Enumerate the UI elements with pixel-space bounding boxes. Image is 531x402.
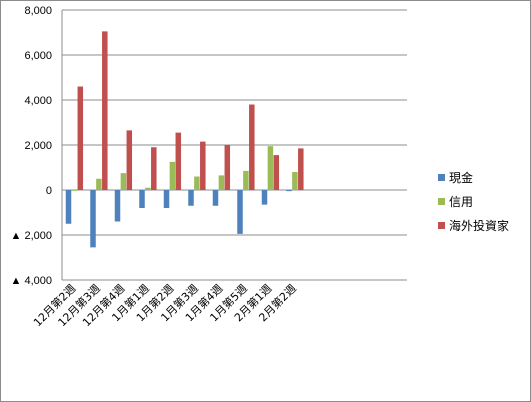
bar xyxy=(267,146,274,190)
legend-swatch xyxy=(438,198,445,205)
bar xyxy=(102,31,108,190)
bar xyxy=(212,190,219,206)
bar xyxy=(249,104,255,190)
y-tick-label: 2,000 xyxy=(24,140,52,152)
bar xyxy=(77,86,84,190)
bar xyxy=(292,172,298,190)
bar xyxy=(65,190,72,224)
y-tick-label: 6,000 xyxy=(24,50,52,62)
bar xyxy=(169,161,176,190)
bars xyxy=(65,31,304,248)
bar xyxy=(273,155,280,190)
y-axis-tick-labels: 8,000 6,000 4,000 2,000 0 ▲ 2,000 ▲ 4,000 xyxy=(11,5,52,287)
legend-label: 信用 xyxy=(449,195,473,209)
y-tick-label: 4,000 xyxy=(24,95,52,107)
gridlines xyxy=(61,9,407,281)
bar xyxy=(163,190,170,208)
bar xyxy=(243,170,249,190)
bar xyxy=(286,190,292,192)
bar xyxy=(120,173,127,190)
legend-swatch xyxy=(438,174,445,181)
bar xyxy=(261,190,268,205)
bar xyxy=(194,176,200,190)
bar xyxy=(175,132,182,190)
y-tick-label: 0 xyxy=(46,185,52,197)
bar xyxy=(139,190,145,208)
bar xyxy=(237,190,243,234)
bar xyxy=(96,178,102,190)
bar xyxy=(145,187,151,190)
bar xyxy=(151,147,157,190)
bar xyxy=(200,141,206,190)
bar xyxy=(188,190,194,206)
y-tick-label: ▲ 4,000 xyxy=(11,275,52,287)
legend-swatch xyxy=(438,222,445,229)
y-tick-label: 8,000 xyxy=(24,5,52,17)
bar xyxy=(218,175,225,190)
legend-label: 現金 xyxy=(449,170,473,185)
bar xyxy=(90,190,96,248)
legend-label: 海外投資家 xyxy=(449,218,509,233)
bar xyxy=(224,145,231,190)
bar xyxy=(298,148,304,190)
bar xyxy=(126,130,133,190)
bar xyxy=(114,190,121,222)
x-axis-category-labels: 12月第2週12月第3週12月第4週1月第1週1月第2週1月第3週1月第4週1月… xyxy=(30,281,299,329)
y-tick-label: ▲ 2,000 xyxy=(11,230,52,242)
bar xyxy=(71,190,78,191)
